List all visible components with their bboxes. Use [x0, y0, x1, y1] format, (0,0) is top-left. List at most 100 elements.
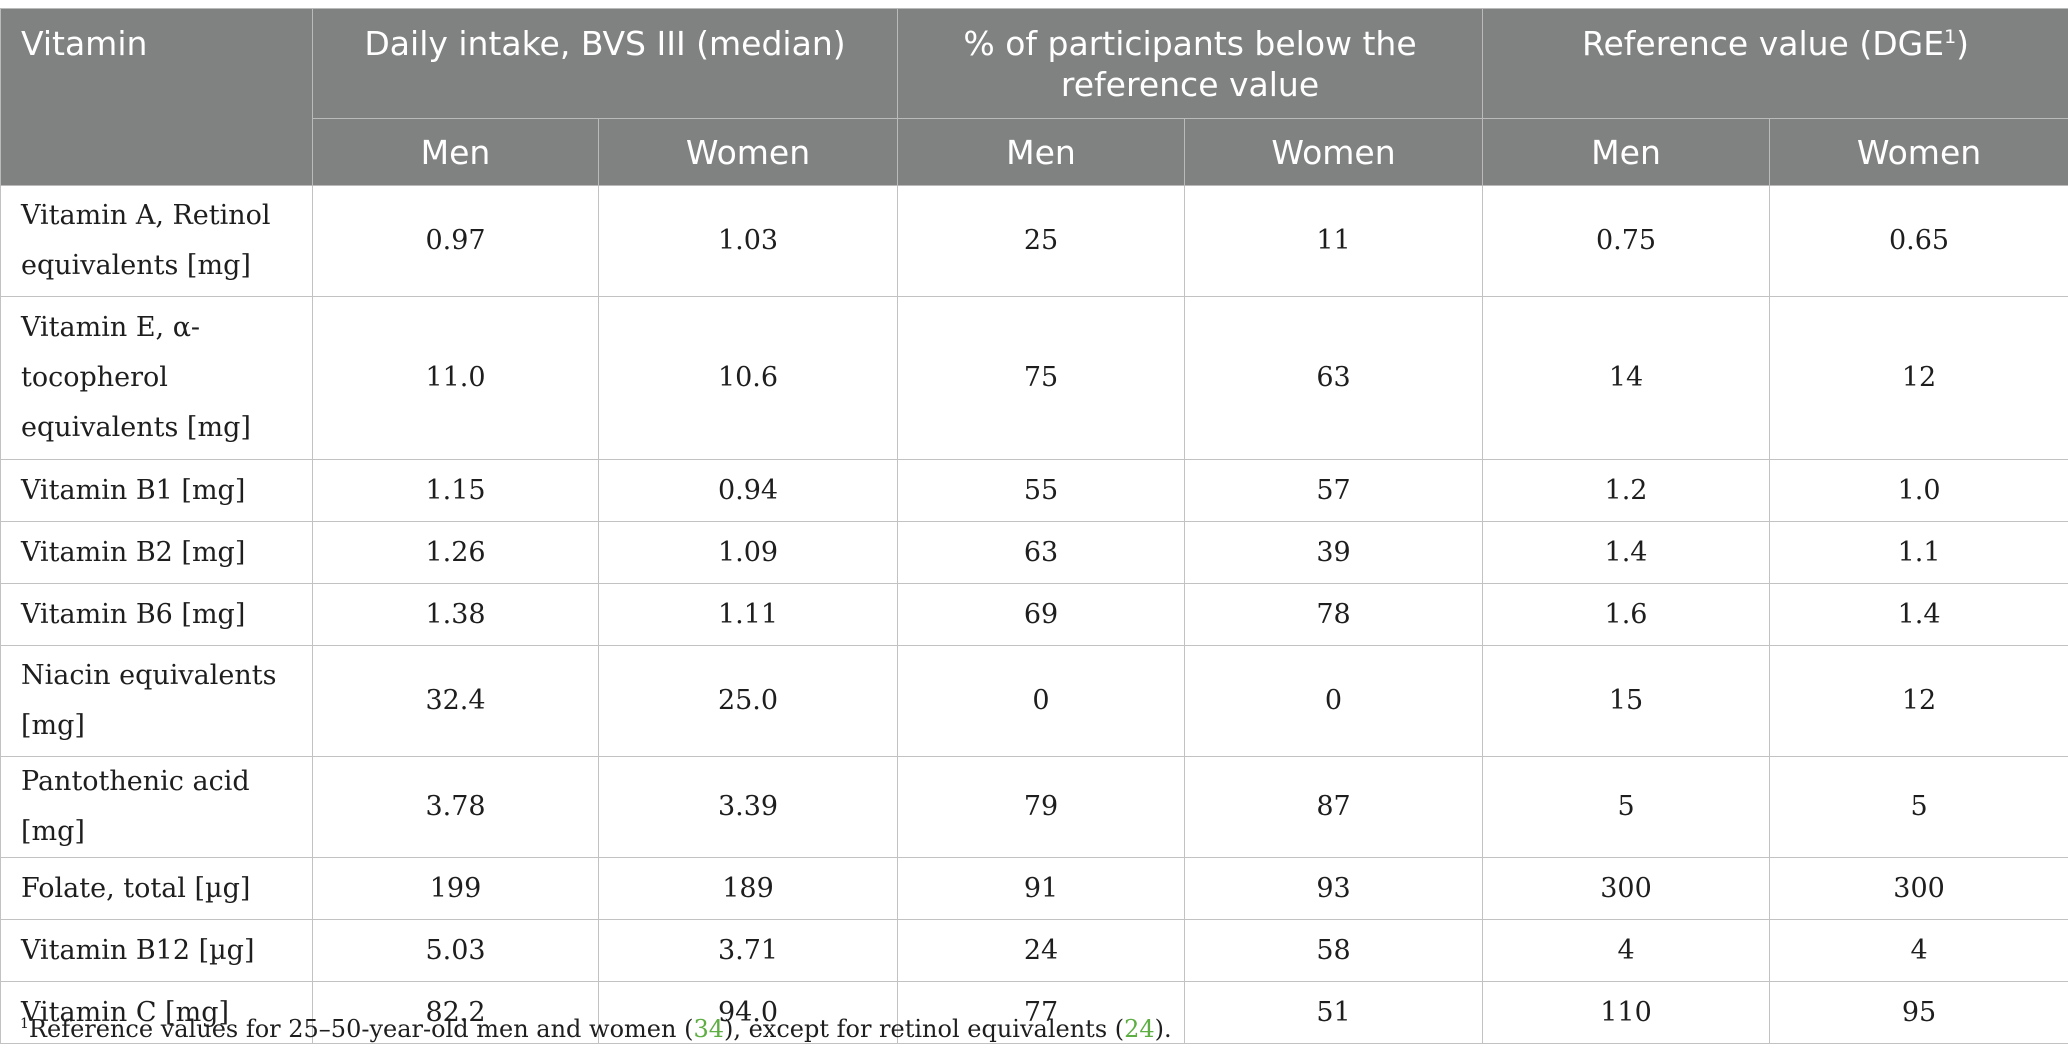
cell-vitamin-name: Vitamin C [mg]	[0, 981, 313, 1044]
cell-below-women: 93	[1184, 857, 1484, 920]
cell-vitamin-name: Pantothenic acid [mg]	[0, 756, 313, 858]
cell-below-men: 69	[897, 583, 1186, 646]
cell-below-women: 39	[1184, 521, 1484, 584]
cell-below-men: 77	[897, 981, 1186, 1044]
vitamin-table-container: Vitamin Daily intake, BVS III (median) %…	[0, 8, 2068, 1044]
cell-intake-women: 1.03	[597, 185, 899, 297]
header-reference-close: )	[1956, 24, 1970, 63]
cell-ref-men: 1.4	[1482, 521, 1771, 584]
cell-intake-women: 0.94	[597, 459, 899, 522]
table-row: Vitamin B1 [mg] 1.15 0.94 55 57 1.2 1.0	[0, 459, 2068, 522]
cell-ref-men: 110	[1482, 981, 1771, 1044]
cell-ref-men: 1.6	[1482, 583, 1771, 646]
cell-vitamin-name: Vitamin E, α-tocopherol equivalents [mg]	[0, 296, 313, 460]
cell-below-women: 57	[1184, 459, 1484, 522]
cell-below-men: 91	[897, 857, 1186, 920]
cell-ref-men: 4	[1482, 919, 1771, 982]
cell-below-women: 0	[1184, 645, 1484, 757]
header-intake-women: Women	[597, 118, 899, 186]
footnote-text-end: ).	[1154, 1015, 1172, 1043]
cell-below-women: 51	[1184, 981, 1484, 1044]
header-percent-below: % of participants below the reference va…	[897, 8, 1484, 119]
table-row: Pantothenic acid [mg] 3.78 3.39 79 87 5 …	[0, 756, 2068, 858]
cell-ref-women: 4	[1769, 919, 2068, 982]
table-body: Vitamin A, Retinol equivalents [mg] 0.97…	[0, 185, 2068, 1044]
cell-ref-men: 0.75	[1482, 185, 1771, 297]
cell-below-men: 24	[897, 919, 1186, 982]
cell-intake-women: 1.11	[597, 583, 899, 646]
cell-intake-men: 0.97	[312, 185, 599, 297]
cell-vitamin-name: Vitamin B2 [mg]	[0, 521, 313, 584]
table-row: Vitamin E, α-tocopherol equivalents [mg]…	[0, 296, 2068, 460]
header-ref-women: Women	[1769, 118, 2068, 186]
cell-ref-women: 95	[1769, 981, 2068, 1044]
cell-ref-women: 12	[1769, 645, 2068, 757]
cell-below-women: 87	[1184, 756, 1484, 858]
cell-intake-women: 10.6	[597, 296, 899, 460]
table-row: Vitamin B2 [mg] 1.26 1.09 63 39 1.4 1.1	[0, 521, 2068, 584]
header-below-men: Men	[897, 118, 1186, 186]
cell-intake-men: 11.0	[312, 296, 599, 460]
cell-vitamin-name: Niacin equivalents [mg]	[0, 645, 313, 757]
cell-vitamin-name: Folate, total [µg]	[0, 857, 313, 920]
cell-intake-women: 1.09	[597, 521, 899, 584]
citation-link-24[interactable]: 24	[1124, 1015, 1155, 1043]
cell-ref-men: 15	[1482, 645, 1771, 757]
header-below-women: Women	[1184, 118, 1484, 186]
header-intake-men: Men	[312, 118, 599, 186]
header-row-groups: Vitamin Daily intake, BVS III (median) %…	[0, 8, 2068, 186]
header-reference-value: Reference value (DGE1)	[1482, 8, 2068, 119]
table-row: Vitamin B12 [µg] 5.03 3.71 24 58 4 4	[0, 919, 2068, 982]
cell-intake-men: 82.2	[312, 981, 599, 1044]
header-reference-text: Reference value (DGE	[1582, 24, 1945, 63]
table-header: Vitamin Daily intake, BVS III (median) %…	[0, 8, 2068, 186]
cell-intake-men: 1.26	[312, 521, 599, 584]
cell-intake-men: 5.03	[312, 919, 599, 982]
cell-ref-men: 5	[1482, 756, 1771, 858]
cell-vitamin-name: Vitamin B6 [mg]	[0, 583, 313, 646]
cell-ref-men: 300	[1482, 857, 1771, 920]
cell-ref-women: 1.0	[1769, 459, 2068, 522]
header-daily-intake: Daily intake, BVS III (median)	[311, 8, 899, 119]
cell-below-men: 0	[897, 645, 1186, 757]
cell-intake-men: 3.78	[312, 756, 599, 858]
cell-intake-women: 189	[597, 857, 899, 920]
table-footnote: 1Reference values for 25–50-year-old men…	[20, 1015, 1172, 1043]
cell-ref-women: 12	[1769, 296, 2068, 460]
cell-below-men: 63	[897, 521, 1186, 584]
table-row: Niacin equivalents [mg] 32.4 25.0 0 0 15…	[0, 645, 2068, 757]
header-ref-men: Men	[1482, 118, 1771, 186]
cell-ref-women: 1.1	[1769, 521, 2068, 584]
footnote-text-middle: ), except for retinol equivalents (	[723, 1015, 1125, 1043]
footnote-text-start: Reference values for 25–50-year-old men …	[28, 1015, 694, 1043]
cell-intake-women: 25.0	[597, 645, 899, 757]
cell-intake-men: 199	[312, 857, 599, 920]
citation-link-34[interactable]: 34	[693, 1015, 724, 1043]
cell-intake-men: 32.4	[312, 645, 599, 757]
cell-intake-women: 3.71	[597, 919, 899, 982]
header-vitamin: Vitamin	[0, 8, 313, 186]
vitamin-intake-table: Vitamin Daily intake, BVS III (median) %…	[0, 8, 2068, 1044]
table-row: Vitamin B6 [mg] 1.38 1.11 69 78 1.6 1.4	[0, 583, 2068, 646]
header-reference-footnote-marker: 1	[1944, 26, 1957, 48]
cell-ref-women: 300	[1769, 857, 2068, 920]
table-row: Vitamin A, Retinol equivalents [mg] 0.97…	[0, 185, 2068, 297]
cell-below-men: 79	[897, 756, 1186, 858]
cell-ref-men: 14	[1482, 296, 1771, 460]
cell-ref-men: 1.2	[1482, 459, 1771, 522]
cell-vitamin-name: Vitamin B1 [mg]	[0, 459, 313, 522]
cell-below-men: 75	[897, 296, 1186, 460]
table-row: Folate, total [µg] 199 189 91 93 300 300	[0, 857, 2068, 920]
cell-ref-women: 1.4	[1769, 583, 2068, 646]
cell-intake-men: 1.38	[312, 583, 599, 646]
cell-below-women: 11	[1184, 185, 1484, 297]
cell-below-men: 25	[897, 185, 1186, 297]
cell-intake-women: 3.39	[597, 756, 899, 858]
header-row-sex: Men Women Men Women Men Women	[1, 118, 2068, 186]
cell-vitamin-name: Vitamin B12 [µg]	[0, 919, 313, 982]
cell-below-women: 78	[1184, 583, 1484, 646]
table-row: Vitamin C [mg] 82.2 94.0 77 51 110 95	[0, 981, 2068, 1044]
footnote-marker: 1	[20, 1016, 29, 1032]
cell-intake-women: 94.0	[597, 981, 899, 1044]
cell-below-women: 58	[1184, 919, 1484, 982]
